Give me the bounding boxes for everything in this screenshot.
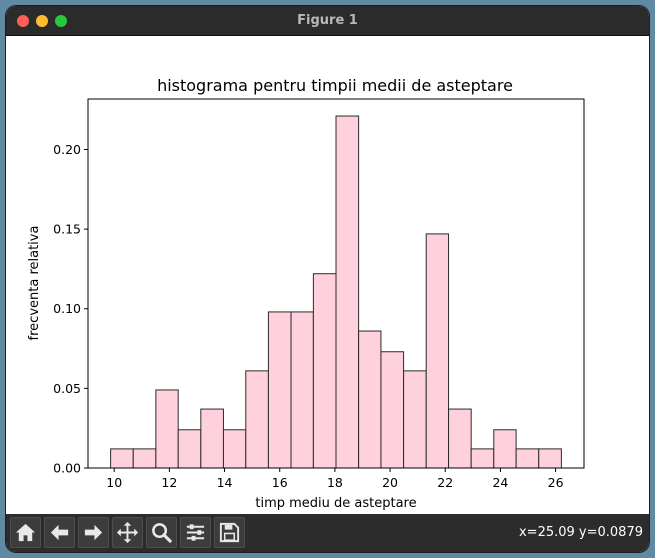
x-ticks: 10 12 14 16 18 20 22 24 26: [106, 468, 564, 490]
histogram-bar: [358, 330, 382, 469]
arrow-right-icon: [84, 524, 103, 541]
forward-button[interactable]: [78, 517, 109, 548]
title-bar[interactable]: Figure 1: [6, 6, 649, 36]
minimize-window-button[interactable]: [36, 15, 48, 27]
histogram-bar: [177, 429, 202, 469]
histogram-bar: [470, 448, 495, 469]
y-tick-label: 0.15: [53, 222, 81, 237]
y-ticks: 0.00 0.05 0.10 0.15 0.20: [53, 142, 88, 476]
histogram-bar: [335, 115, 360, 469]
configure-subplots-button[interactable]: [180, 517, 211, 548]
cursor-coordinates: x=25.09 y=0.0879: [518, 525, 643, 540]
histogram-bar: [448, 408, 472, 469]
sliders-icon: [186, 524, 205, 541]
pan-button[interactable]: [112, 517, 143, 548]
histogram-bar: [290, 311, 314, 469]
x-tick-label: 22: [437, 475, 453, 490]
x-tick-label: 10: [106, 475, 122, 490]
x-tick-label: 14: [217, 475, 233, 490]
bars-group: [110, 115, 562, 469]
histogram-bar: [425, 233, 450, 469]
y-tick-label: 0.05: [53, 381, 81, 396]
magnifier-icon: [152, 523, 172, 543]
maximize-window-button[interactable]: [55, 15, 67, 27]
histogram-bar: [132, 448, 157, 469]
home-icon: [15, 523, 36, 542]
back-button[interactable]: [44, 517, 75, 548]
histogram-chart: histograma pentru timpii medii de astept…: [27, 76, 585, 511]
histogram-bar: [515, 448, 540, 469]
x-tick-label: 24: [492, 475, 508, 490]
x-tick-label: 18: [327, 475, 343, 490]
x-axis-label: timp mediu de asteptare: [255, 496, 416, 511]
histogram-bar: [403, 370, 427, 469]
histogram-bar: [380, 351, 405, 469]
histogram-bar: [245, 370, 269, 469]
figure-canvas[interactable]: histograma pentru timpii medii de astept…: [6, 36, 649, 514]
zoom-button[interactable]: [146, 517, 177, 548]
histogram-bar: [538, 448, 562, 469]
histogram-bar: [222, 429, 247, 469]
x-tick-label: 26: [548, 475, 564, 490]
arrow-left-icon: [50, 524, 69, 541]
x-tick-label: 20: [382, 475, 398, 490]
navigation-toolbar: x=25.09 y=0.0879: [6, 514, 649, 552]
histogram-bar: [110, 448, 134, 469]
x-tick-label: 12: [161, 475, 177, 490]
save-button[interactable]: [214, 517, 245, 548]
axes-frame: [87, 98, 585, 469]
figure-window: Figure 1 histograma pentru timpii medii …: [6, 6, 649, 552]
histogram-bar: [267, 311, 292, 469]
histogram-bar: [312, 273, 337, 469]
move-icon: [116, 521, 139, 544]
histogram-bar: [493, 429, 517, 469]
y-tick-label: 0.00: [53, 461, 81, 476]
home-button[interactable]: [10, 517, 41, 548]
histogram-bar: [155, 389, 179, 469]
y-tick-label: 0.10: [53, 301, 81, 316]
window-title: Figure 1: [297, 13, 358, 28]
y-axis-label: frecventa relativa: [27, 226, 42, 341]
histogram-bar: [200, 408, 224, 469]
close-window-button[interactable]: [17, 15, 29, 27]
y-tick-label: 0.20: [53, 142, 81, 157]
chart-title: histograma pentru timpii medii de astept…: [157, 76, 513, 95]
floppy-disk-icon: [219, 522, 240, 543]
x-tick-label: 16: [272, 475, 288, 490]
